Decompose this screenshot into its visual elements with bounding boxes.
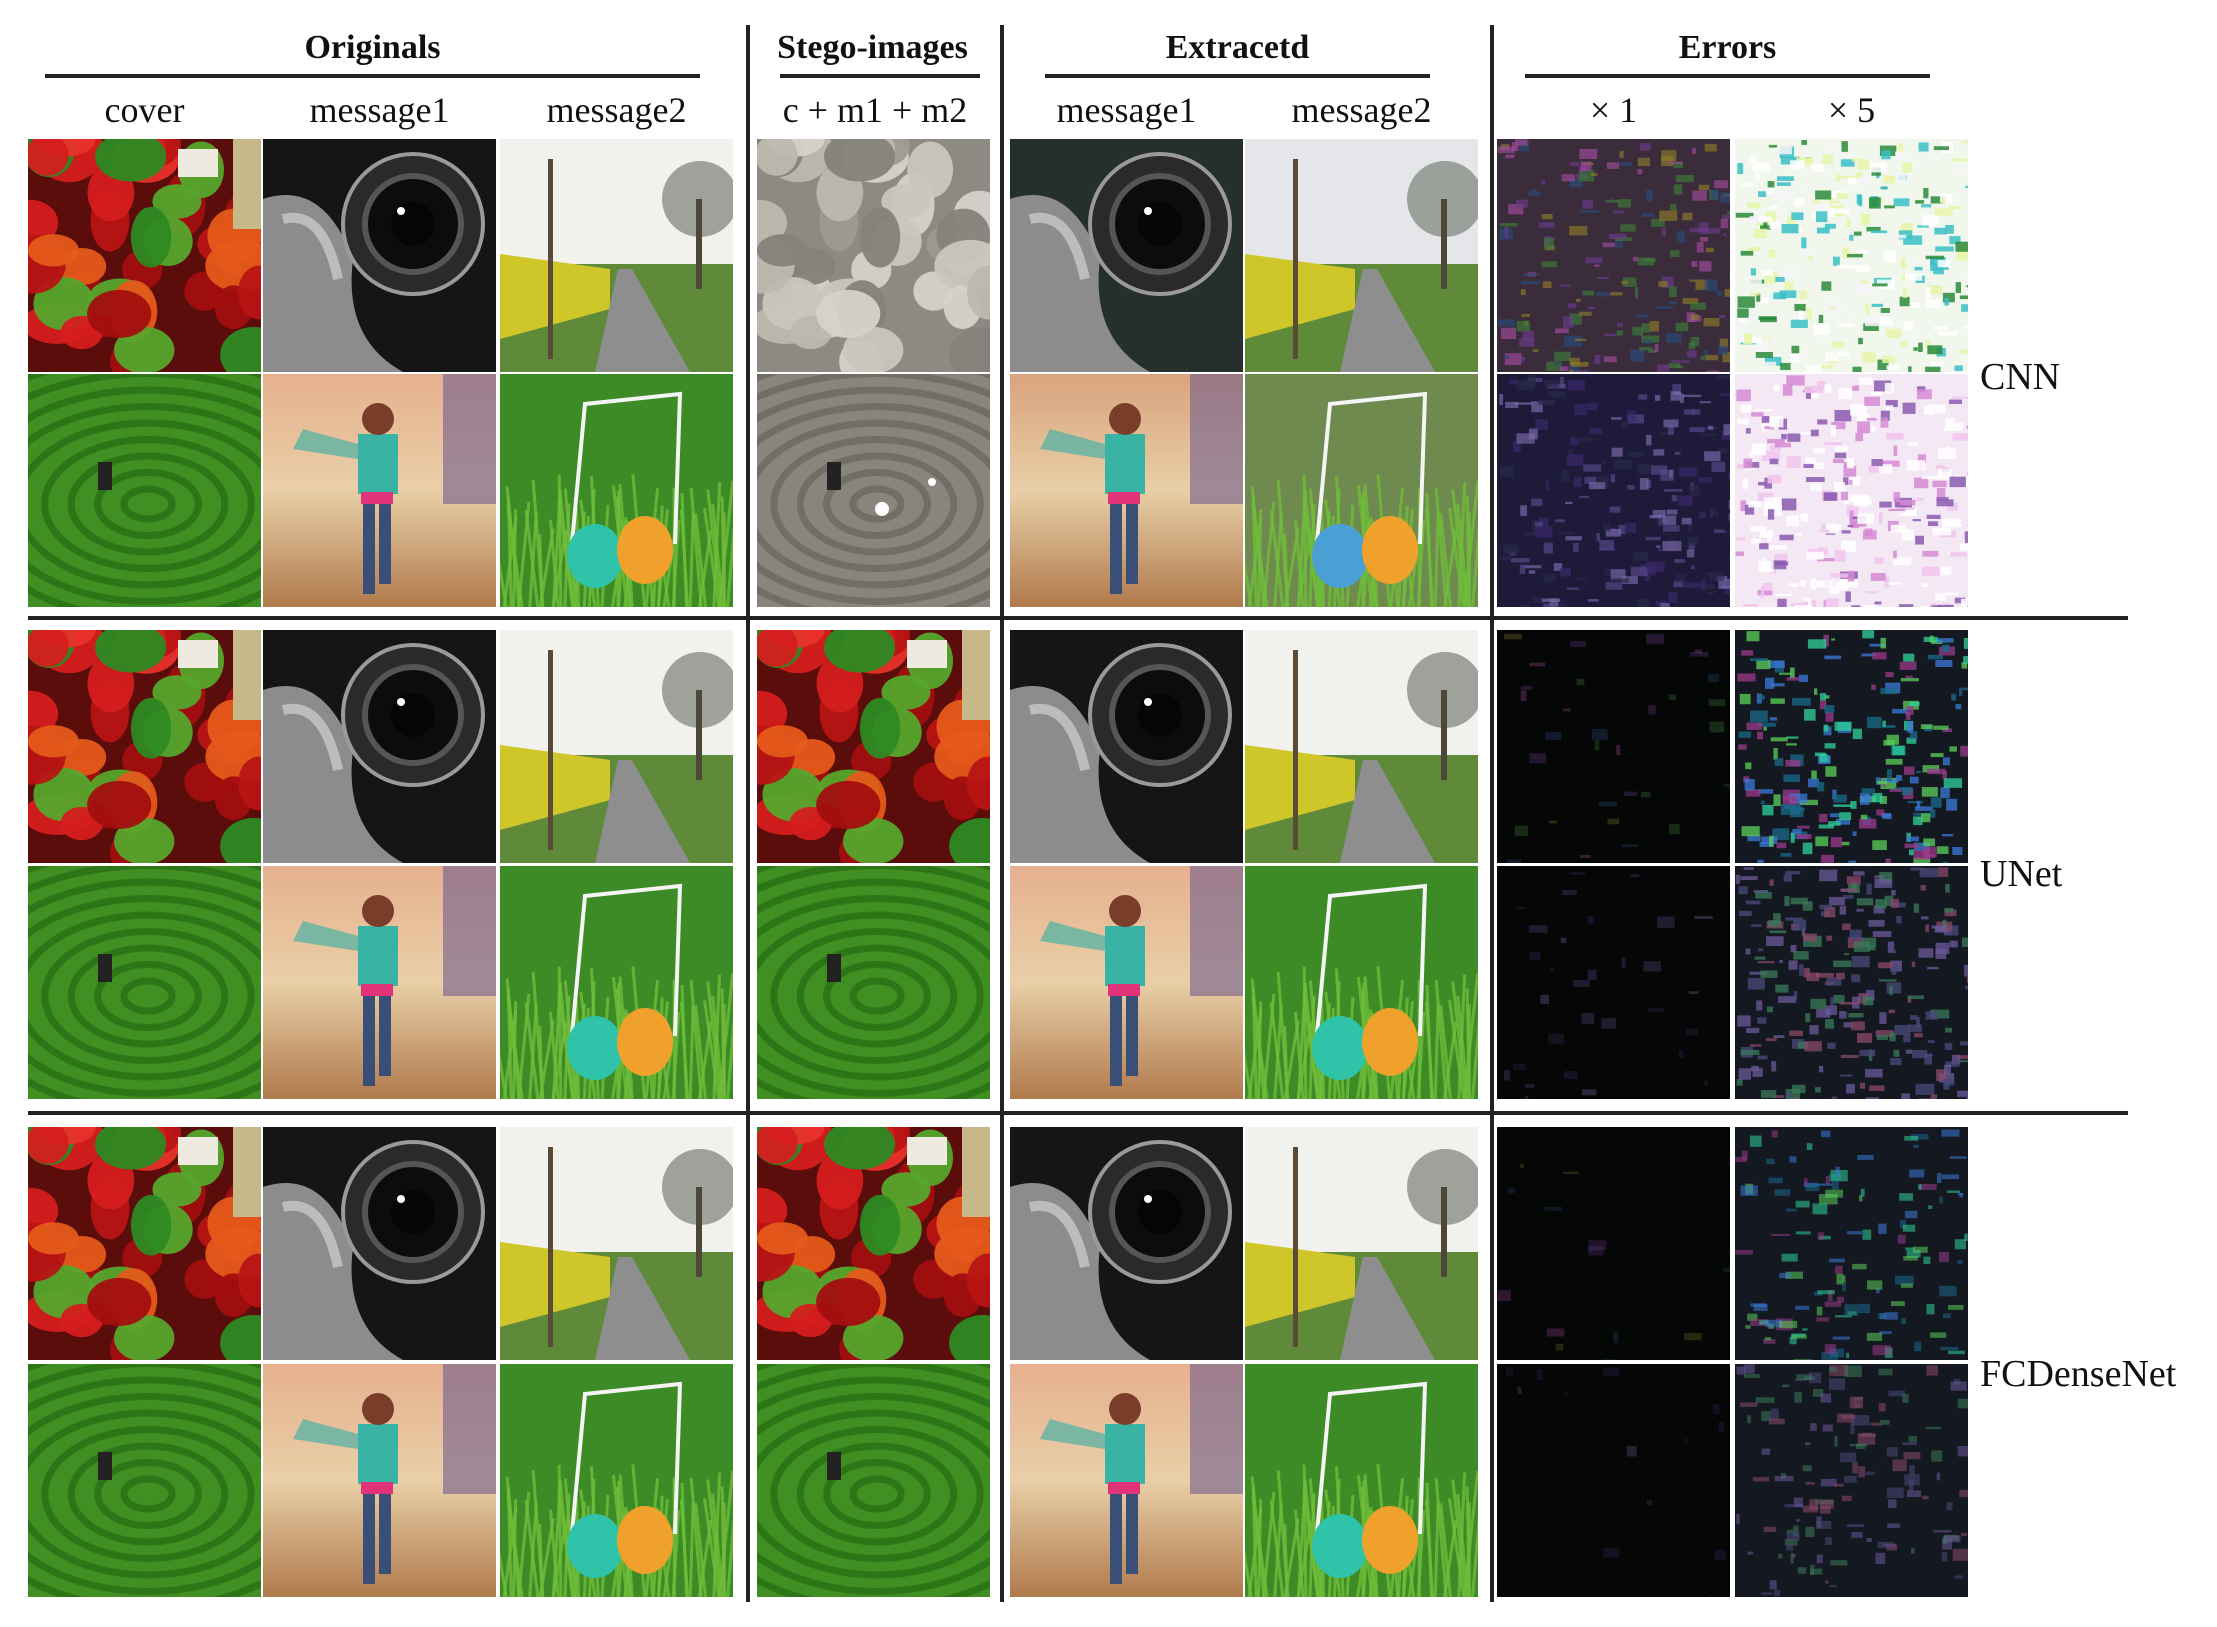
error-x5-fcdensenet-bottom (1735, 1364, 1968, 1597)
extracted-message2-unet-top (1245, 630, 1478, 863)
subheader-error-x5: × 5 (1827, 90, 1876, 130)
extracted-message1-unet-bottom (1010, 866, 1243, 1099)
subheader-message2: message2 (546, 90, 687, 130)
message2-image-unet-top (500, 630, 733, 863)
header-extracted: Extracetd (1165, 29, 1310, 66)
message2-image-fcdensenet-bottom (500, 1364, 733, 1597)
separator-extracted-errors (1490, 25, 1494, 1602)
message2-image-unet-bottom (500, 866, 733, 1099)
separator-cnn-unet (28, 616, 2128, 620)
rule-stego (780, 74, 980, 78)
cover-image-fcdensenet-top (28, 1127, 261, 1360)
message1-image-cnn-top (263, 139, 496, 372)
message1-image-fcdensenet-bottom (263, 1364, 496, 1597)
message1-image-unet-bottom (263, 866, 496, 1099)
cover-image-unet-top (28, 630, 261, 863)
cover-image-cnn-top (28, 139, 261, 372)
header-errors: Errors (1678, 29, 1777, 66)
cover-image-cnn-bottom (28, 374, 261, 607)
error-x1-fcdensenet-bottom (1497, 1364, 1730, 1597)
message2-image-cnn-bottom (500, 374, 733, 607)
message1-image-cnn-bottom (263, 374, 496, 607)
error-x1-cnn-top (1497, 139, 1730, 372)
separator-stego-extracted (1000, 25, 1004, 1602)
error-x5-unet-top (1735, 630, 1968, 863)
extracted-message1-fcdensenet-top (1010, 1127, 1243, 1360)
extracted-message2-cnn-top (1245, 139, 1478, 372)
rule-extracted (1045, 74, 1430, 78)
subheader-stego-combo: c + m1 + m2 (782, 90, 968, 130)
rule-errors (1525, 74, 1930, 78)
stego-image-unet-top (757, 630, 990, 863)
cover-image-unet-bottom (28, 866, 261, 1099)
subheader-error-x1: × 1 (1589, 90, 1638, 130)
stego-image-fcdensenet-top (757, 1127, 990, 1360)
stego-image-cnn-top (757, 139, 990, 372)
extracted-message2-cnn-bottom (1245, 374, 1478, 607)
separator-unet-fcdensenet (28, 1111, 2128, 1115)
extracted-message1-fcdensenet-bottom (1010, 1364, 1243, 1597)
message1-image-unet-top (263, 630, 496, 863)
extracted-message1-cnn-top (1010, 139, 1243, 372)
extracted-message2-fcdensenet-top (1245, 1127, 1478, 1360)
message2-image-fcdensenet-top (500, 1127, 733, 1360)
stego-image-cnn-bottom (757, 374, 990, 607)
row-label-cnn: CNN (1980, 356, 2061, 398)
row-label-fcdensenet: FCDenseNet (1980, 1353, 2177, 1395)
stego-image-unet-bottom (757, 866, 990, 1099)
header-stego: Stego-images (777, 29, 968, 66)
stego-image-fcdensenet-bottom (757, 1364, 990, 1597)
subheader-message1: message1 (309, 90, 450, 130)
separator-originals-stego (746, 25, 750, 1602)
error-x5-cnn-bottom (1735, 374, 1968, 607)
row-label-unet: UNet (1980, 853, 2063, 895)
subheader-cover: cover (104, 90, 185, 130)
message1-image-fcdensenet-top (263, 1127, 496, 1360)
error-x1-cnn-bottom (1497, 374, 1730, 607)
error-x5-unet-bottom (1735, 866, 1968, 1099)
error-x1-unet-top (1497, 630, 1730, 863)
error-x1-unet-bottom (1497, 866, 1730, 1099)
rule-originals (45, 74, 700, 78)
error-x1-fcdensenet-top (1497, 1127, 1730, 1360)
extracted-message2-unet-bottom (1245, 866, 1478, 1099)
error-x5-cnn-top (1735, 139, 1968, 372)
subheader-extracted-message2: message2 (1291, 90, 1432, 130)
subheader-extracted-message1: message1 (1056, 90, 1197, 130)
extracted-message1-cnn-bottom (1010, 374, 1243, 607)
extracted-message1-unet-top (1010, 630, 1243, 863)
extracted-message2-fcdensenet-bottom (1245, 1364, 1478, 1597)
message2-image-cnn-top (500, 139, 733, 372)
error-x5-fcdensenet-top (1735, 1127, 1968, 1360)
cover-image-fcdensenet-bottom (28, 1364, 261, 1597)
header-originals: Originals (304, 29, 441, 66)
